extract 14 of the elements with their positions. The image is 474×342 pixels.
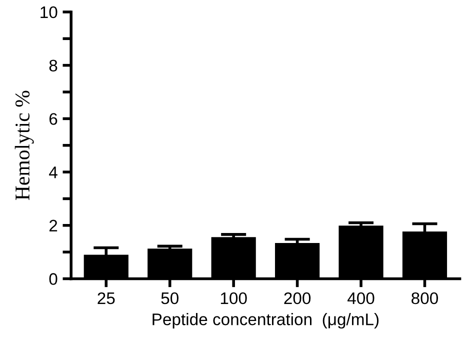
y-tick-label: 2: [49, 220, 58, 232]
x-tick-label: 400: [348, 292, 374, 304]
x-tick-label: 800: [412, 292, 438, 304]
y-tick-label: 0: [49, 273, 58, 285]
x-tick-label: 50: [161, 292, 178, 304]
y-tick-label: 8: [49, 60, 58, 72]
y-tick-label: 6: [49, 113, 58, 125]
x-tick-label: 200: [284, 292, 311, 304]
x-tick-label: 25: [98, 292, 115, 304]
x-tick-label: 100: [220, 292, 247, 304]
x-axis-title: Peptide concentration (μg/mL): [152, 313, 379, 329]
y-tick-label: 10: [40, 6, 58, 18]
y-axis-title: Hemolytic %: [14, 90, 34, 200]
y-tick-label: 4: [49, 166, 58, 178]
